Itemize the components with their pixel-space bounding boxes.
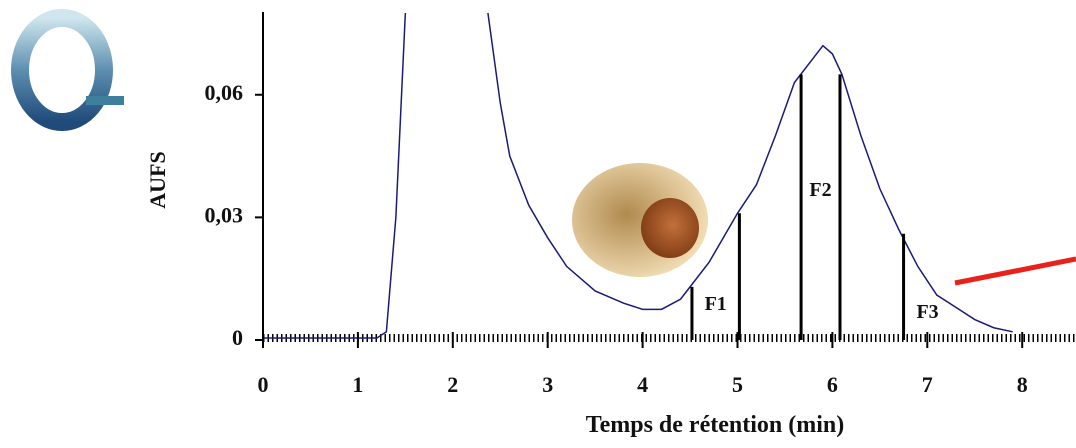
chromatogram-line [263,13,1013,339]
x-tick-label: 0 [258,372,269,397]
x-tick-label: 1 [352,372,363,397]
y-axis-label: AUFS [145,151,170,208]
fraction-label: F3 [916,301,938,323]
y-tick-label: 0,03 [205,202,244,227]
x-tick-label: 3 [542,372,553,397]
red-pointer [954,256,1076,286]
x-tick-label: 8 [1017,372,1028,397]
logo [11,9,124,131]
x-axis-label: Temps de rétention (min) [586,412,844,438]
fraction-label: F2 [809,179,831,201]
egg-illustration [572,163,708,277]
x-tick-label: 6 [827,372,838,397]
x-tick-label: 7 [922,372,933,397]
fraction-label: F1 [705,293,727,315]
y-tick-label: 0 [232,325,243,350]
x-tick-label: 2 [447,372,458,397]
x-tick-label: 4 [637,372,648,397]
y-tick-label: 0,06 [205,80,244,105]
x-tick-label: 5 [732,372,743,397]
